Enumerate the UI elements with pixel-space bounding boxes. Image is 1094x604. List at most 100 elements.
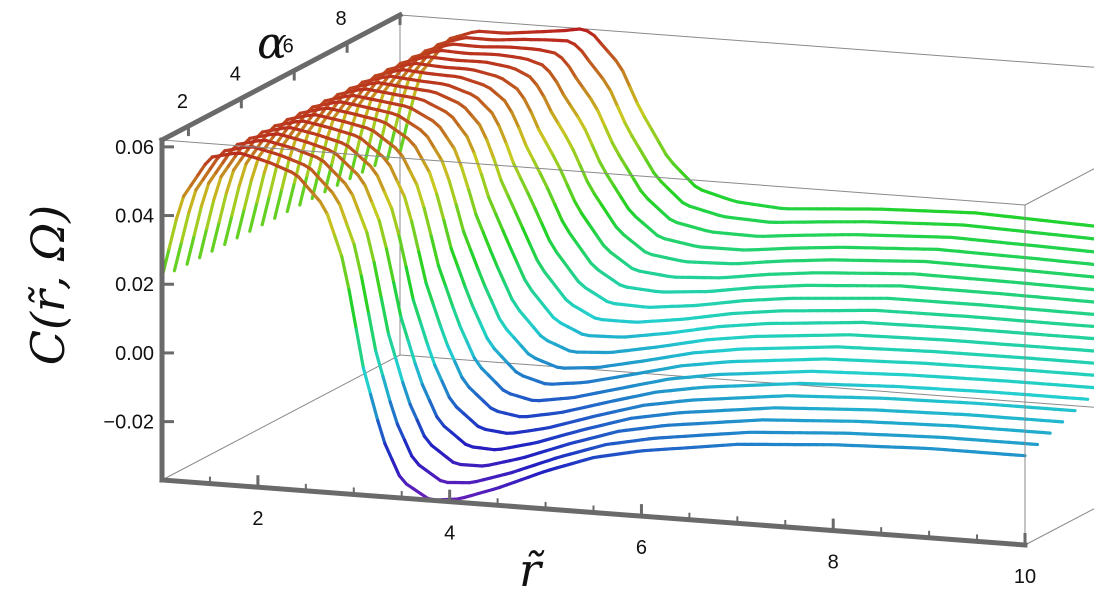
x-tick-label: 4 — [444, 523, 455, 545]
series-segment — [542, 270, 554, 283]
series-segment — [361, 366, 373, 396]
series-segment — [635, 101, 647, 119]
series-segment — [519, 176, 530, 195]
series-segment — [650, 127, 661, 144]
series-segment — [471, 304, 482, 324]
series-segment — [454, 405, 466, 416]
series-alpha-4_79 — [260, 100, 1094, 370]
series-segment — [470, 114, 482, 127]
series-segment — [607, 214, 618, 229]
series-segment — [569, 270, 580, 284]
series-segment — [449, 246, 460, 270]
series-segment — [526, 191, 537, 211]
series-segment — [528, 75, 539, 87]
series-segment — [438, 324, 450, 348]
series-segment — [1087, 262, 1094, 267]
series-segment — [644, 158, 656, 175]
series-segment — [205, 197, 216, 231]
series-segment — [374, 349, 385, 379]
series-segment — [503, 99, 514, 115]
series-segment — [406, 338, 417, 366]
series-segment — [365, 230, 376, 264]
series-segment — [393, 146, 405, 158]
series-alpha-9_05 — [373, 42, 1094, 254]
series-segment — [628, 85, 639, 105]
series-segment — [199, 181, 211, 208]
series-segment — [614, 58, 625, 73]
series-segment — [531, 158, 543, 176]
series-segment — [406, 137, 417, 149]
series-segment — [397, 233, 408, 269]
series-segment — [388, 164, 399, 183]
bounding-box-front — [158, 11, 1028, 548]
series-segment — [1016, 453, 1027, 458]
box-edge-floor-left — [161, 354, 401, 481]
series-segment — [560, 56, 571, 69]
series-alpha-2_89 — [210, 126, 1077, 435]
tick-layer: 0.06 0.04 0.02 0.00 −0.02 2 4 6 8 10 10 8 6 4 2 — [103, 0, 1036, 588]
series-segment — [369, 392, 380, 423]
series-segment — [232, 158, 243, 172]
series-segment — [585, 179, 597, 196]
series-segment — [383, 190, 394, 211]
x-tick-label: 6 — [636, 537, 647, 559]
series-segment — [474, 392, 486, 403]
series-segment — [569, 104, 580, 119]
series-segment — [487, 373, 498, 385]
series-segment — [257, 145, 268, 159]
z-axis-title: C(r̃, Ω) — [21, 205, 75, 365]
series-segment — [1078, 397, 1090, 401]
series-segment — [596, 108, 607, 129]
series-segment — [458, 324, 469, 344]
series-segment — [479, 172, 491, 199]
series-segment — [167, 217, 178, 250]
series-segment — [383, 442, 394, 462]
series-segment — [533, 207, 544, 227]
series-segment — [530, 289, 541, 302]
series-segment — [571, 147, 582, 168]
series-segment — [329, 167, 340, 178]
series-segment — [354, 151, 365, 161]
series-segment — [485, 336, 496, 351]
series-segment — [435, 192, 446, 223]
series-segment — [194, 177, 205, 192]
series-segment — [1088, 224, 1094, 228]
alpha-tick-label: 2 — [177, 91, 188, 113]
series-segment — [564, 134, 575, 152]
series-segment — [557, 288, 568, 302]
series-segment — [574, 241, 586, 255]
alpha-tick-label: 4 — [230, 63, 241, 85]
series-segment — [494, 212, 505, 233]
series-segment — [671, 162, 683, 173]
series-segment — [397, 474, 409, 486]
series-segment — [592, 33, 604, 46]
box-edge-front-top — [161, 139, 1026, 206]
series-segment — [576, 115, 588, 132]
series-segment — [440, 379, 451, 399]
series-segment — [433, 363, 444, 383]
series-segment — [505, 327, 516, 340]
series-segment — [1089, 275, 1094, 279]
series-segment — [512, 336, 523, 348]
series-segment — [309, 167, 320, 179]
series-segment — [587, 222, 598, 237]
series-segment — [1087, 361, 1094, 365]
series-segment — [350, 193, 362, 216]
series-segment — [1041, 430, 1052, 435]
series-alpha-2_42 — [198, 132, 1065, 452]
series-segment — [317, 138, 329, 171]
series-segment — [465, 135, 476, 155]
series-segment — [524, 317, 536, 329]
series-segment — [375, 174, 387, 194]
series-segment — [415, 418, 426, 438]
box-edge-top-right — [1024, 168, 1094, 206]
series-segment — [267, 165, 279, 198]
series-segment — [198, 227, 209, 260]
series-alpha-5_74 — [285, 87, 1094, 341]
series-segment — [565, 183, 577, 203]
series-segment — [600, 203, 611, 218]
series-segment — [347, 288, 358, 331]
series-segment — [487, 195, 498, 216]
series-segment — [260, 194, 271, 227]
series-segment — [562, 93, 573, 108]
